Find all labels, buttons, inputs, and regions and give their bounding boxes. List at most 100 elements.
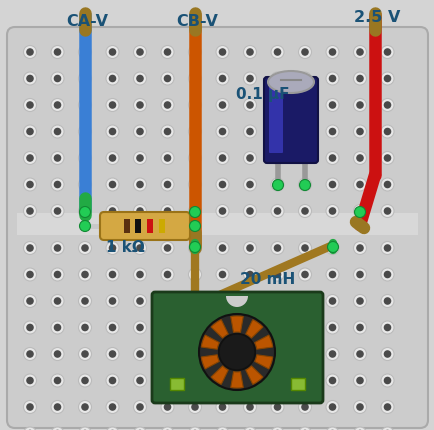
Circle shape xyxy=(53,244,61,252)
Circle shape xyxy=(270,242,283,255)
Circle shape xyxy=(383,377,391,384)
Circle shape xyxy=(106,151,119,165)
Circle shape xyxy=(23,98,36,111)
Circle shape xyxy=(355,207,363,215)
Circle shape xyxy=(51,178,64,191)
Circle shape xyxy=(161,400,174,414)
Circle shape xyxy=(243,268,256,281)
Circle shape xyxy=(243,125,256,138)
Circle shape xyxy=(136,244,144,252)
Circle shape xyxy=(163,244,171,252)
Circle shape xyxy=(188,268,201,281)
Circle shape xyxy=(23,400,36,414)
Circle shape xyxy=(189,242,200,252)
Circle shape xyxy=(353,268,366,281)
Circle shape xyxy=(216,374,228,387)
FancyBboxPatch shape xyxy=(151,292,322,403)
Text: 20 mH: 20 mH xyxy=(240,273,295,288)
Circle shape xyxy=(325,98,338,111)
Circle shape xyxy=(163,128,171,135)
Circle shape xyxy=(273,181,281,188)
Circle shape xyxy=(273,271,281,278)
Circle shape xyxy=(325,400,338,414)
Circle shape xyxy=(270,347,283,360)
Circle shape xyxy=(216,72,228,85)
Circle shape xyxy=(136,297,144,305)
Circle shape xyxy=(218,154,226,162)
Circle shape xyxy=(246,207,253,215)
Circle shape xyxy=(298,125,311,138)
FancyBboxPatch shape xyxy=(100,212,190,240)
Circle shape xyxy=(383,75,391,82)
Circle shape xyxy=(78,295,91,307)
Circle shape xyxy=(133,205,146,218)
Circle shape xyxy=(189,206,200,218)
Circle shape xyxy=(380,268,393,281)
Circle shape xyxy=(355,324,363,331)
Circle shape xyxy=(298,98,311,111)
Circle shape xyxy=(188,125,201,138)
Circle shape xyxy=(380,205,393,218)
Circle shape xyxy=(81,181,89,188)
Circle shape xyxy=(163,181,171,188)
Circle shape xyxy=(355,297,363,305)
Circle shape xyxy=(191,377,198,384)
Circle shape xyxy=(161,46,174,58)
Circle shape xyxy=(188,400,201,414)
Circle shape xyxy=(133,242,146,255)
Circle shape xyxy=(218,181,226,188)
Circle shape xyxy=(353,151,366,165)
Circle shape xyxy=(383,403,391,411)
Circle shape xyxy=(325,178,338,191)
Circle shape xyxy=(23,427,36,430)
Circle shape xyxy=(216,125,228,138)
Circle shape xyxy=(380,242,393,255)
Circle shape xyxy=(188,98,201,111)
Circle shape xyxy=(188,178,201,191)
Circle shape xyxy=(216,98,228,111)
Circle shape xyxy=(26,350,34,358)
Circle shape xyxy=(136,128,144,135)
Circle shape xyxy=(270,125,283,138)
Circle shape xyxy=(300,101,308,109)
Circle shape xyxy=(108,48,116,56)
Circle shape xyxy=(51,321,64,334)
Circle shape xyxy=(26,207,34,215)
Circle shape xyxy=(163,207,171,215)
Circle shape xyxy=(136,181,144,188)
Circle shape xyxy=(216,268,228,281)
Circle shape xyxy=(51,98,64,111)
Circle shape xyxy=(26,324,34,331)
Circle shape xyxy=(188,374,201,387)
Circle shape xyxy=(246,271,253,278)
Circle shape xyxy=(26,154,34,162)
Circle shape xyxy=(273,48,281,56)
Circle shape xyxy=(218,75,226,82)
Circle shape xyxy=(163,271,171,278)
Circle shape xyxy=(216,427,228,430)
Circle shape xyxy=(188,347,201,360)
Circle shape xyxy=(328,181,335,188)
Circle shape xyxy=(300,324,308,331)
Circle shape xyxy=(161,125,174,138)
Circle shape xyxy=(106,295,119,307)
Circle shape xyxy=(270,295,283,307)
Circle shape xyxy=(106,400,119,414)
Circle shape xyxy=(191,154,198,162)
Bar xyxy=(290,378,304,390)
Circle shape xyxy=(136,207,144,215)
Circle shape xyxy=(106,268,119,281)
Circle shape xyxy=(383,271,391,278)
Circle shape xyxy=(81,271,89,278)
Circle shape xyxy=(78,205,91,218)
Circle shape xyxy=(81,350,89,358)
Circle shape xyxy=(191,324,198,331)
Circle shape xyxy=(81,75,89,82)
Circle shape xyxy=(270,151,283,165)
Circle shape xyxy=(26,128,34,135)
Circle shape xyxy=(161,268,174,281)
Circle shape xyxy=(108,101,116,109)
Circle shape xyxy=(300,271,308,278)
Circle shape xyxy=(273,101,281,109)
Circle shape xyxy=(81,324,89,331)
